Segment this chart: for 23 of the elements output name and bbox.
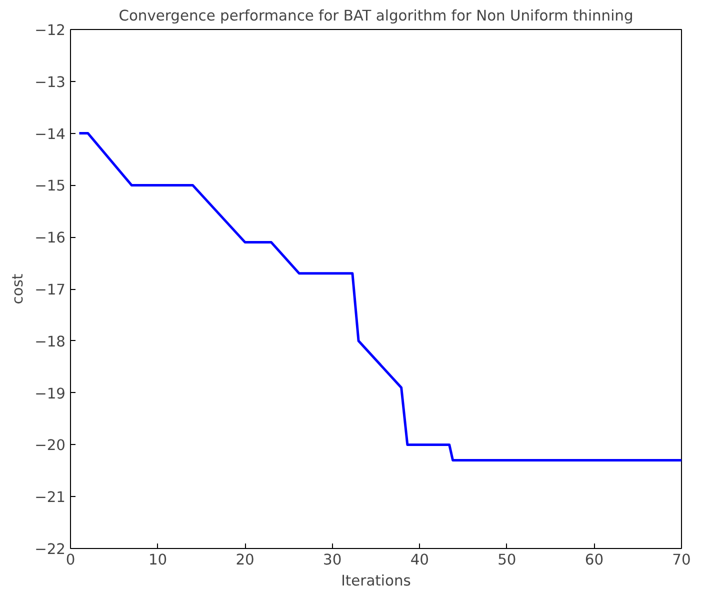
y-tick-label: −21 [34,489,66,506]
x-axis-title: Iterations [341,572,411,590]
x-tick-label: 40 [410,552,429,568]
x-tick-label: 50 [498,552,516,568]
x-tick-label: 20 [236,552,254,568]
x-tick-label: 30 [323,552,342,568]
x-tick-label: 70 [672,552,691,568]
y-tick-label: −15 [34,178,66,195]
y-tick-label: −12 [34,22,66,39]
x-tick-label: 10 [148,552,168,568]
y-tick-label: −20 [34,437,66,454]
y-axis-title: cost [10,274,27,304]
line-series [78,132,682,462]
y-tick-label: −16 [34,230,66,247]
y-tick-label: −13 [34,74,66,91]
chart-title: Convergence performance for BAT algorithm for Non Uniform thinning [118,8,634,24]
y-tick-label: −14 [34,126,66,143]
y-tick-label: −22 [34,541,66,558]
y-tick-label: −19 [34,385,66,402]
x-tick-label: 0 [66,552,76,568]
x-tick-label: 60 [584,552,604,568]
y-tick-label: −18 [34,333,66,350]
y-tick-label: −17 [34,282,66,298]
